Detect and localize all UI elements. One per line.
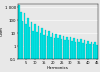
Bar: [32, 31, 34, 72]
Bar: [71, 41, 73, 72]
Bar: [50, 37, 52, 72]
Bar: [61, 39, 62, 72]
Bar: [27, 18, 29, 72]
Bar: [80, 39, 82, 72]
Bar: [75, 42, 76, 72]
Bar: [59, 34, 60, 72]
Bar: [86, 43, 87, 72]
Bar: [47, 36, 48, 72]
Bar: [93, 44, 94, 72]
Bar: [57, 38, 59, 72]
Bar: [78, 42, 80, 72]
Bar: [43, 34, 45, 72]
Bar: [41, 28, 43, 72]
Bar: [52, 33, 53, 72]
Bar: [94, 42, 96, 72]
Bar: [45, 30, 46, 72]
Bar: [31, 22, 32, 72]
Bar: [20, 12, 22, 72]
Bar: [91, 42, 92, 72]
Bar: [54, 38, 55, 72]
Bar: [25, 24, 27, 72]
Bar: [36, 32, 38, 72]
X-axis label: Harmonics: Harmonics: [47, 66, 69, 70]
Bar: [38, 26, 39, 72]
Bar: [73, 38, 75, 72]
Bar: [66, 37, 68, 72]
Bar: [89, 44, 91, 72]
Bar: [40, 33, 41, 72]
Bar: [70, 37, 71, 72]
Bar: [22, 21, 23, 72]
Y-axis label: CNm: CNm: [0, 26, 3, 36]
Bar: [48, 31, 50, 72]
Bar: [68, 40, 69, 72]
Bar: [64, 40, 66, 72]
Bar: [77, 39, 78, 72]
Bar: [82, 43, 84, 72]
Bar: [24, 13, 25, 72]
Bar: [56, 34, 57, 72]
Bar: [96, 45, 98, 72]
Bar: [29, 27, 30, 72]
Bar: [84, 40, 85, 72]
Bar: [34, 24, 36, 72]
Bar: [18, 5, 20, 72]
Bar: [63, 36, 64, 72]
Bar: [87, 41, 89, 72]
